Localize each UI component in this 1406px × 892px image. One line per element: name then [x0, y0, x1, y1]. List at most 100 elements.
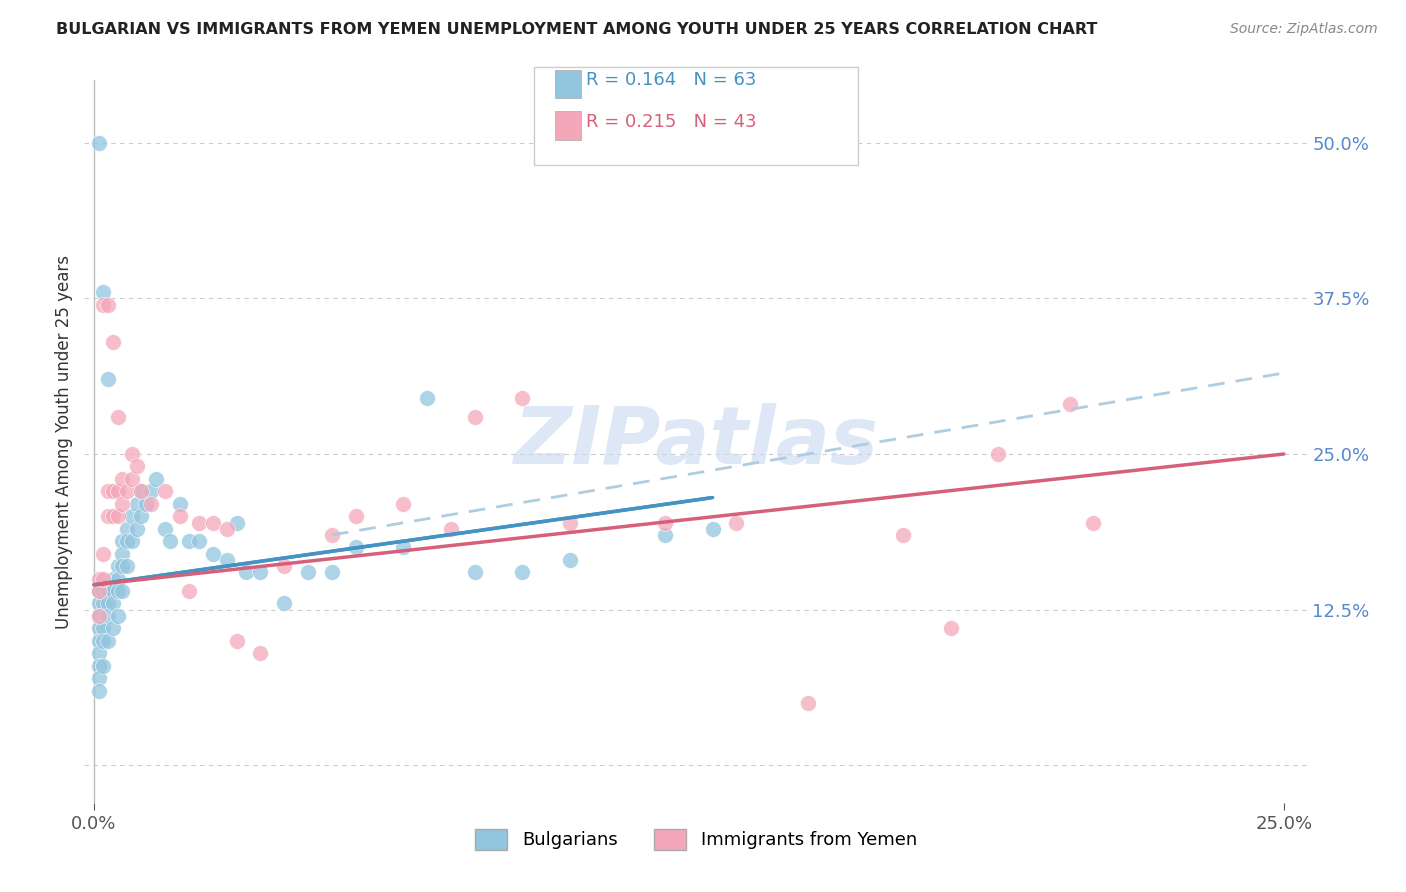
- Point: [111, 472, 134, 486]
- Text: Source: ZipAtlas.com: Source: ZipAtlas.com: [1230, 22, 1378, 37]
- Point: [115, 522, 138, 536]
- Point: [558, 553, 581, 567]
- Point: [97, 372, 120, 386]
- Point: [273, 559, 295, 574]
- Point: [97, 509, 120, 524]
- Point: [249, 646, 271, 660]
- Point: [93, 597, 115, 611]
- Point: [101, 509, 124, 524]
- Point: [97, 597, 120, 611]
- Point: [169, 497, 191, 511]
- Point: [93, 285, 115, 299]
- Point: [725, 516, 748, 530]
- Point: [111, 534, 134, 549]
- Point: [101, 597, 124, 611]
- Point: [891, 528, 914, 542]
- Point: [297, 566, 319, 580]
- Point: [115, 534, 138, 549]
- Point: [87, 584, 110, 599]
- Point: [510, 391, 533, 405]
- Y-axis label: Unemployment Among Youth under 25 years: Unemployment Among Youth under 25 years: [55, 254, 73, 629]
- Point: [169, 509, 191, 524]
- Point: [177, 584, 200, 599]
- Point: [155, 522, 177, 536]
- Point: [115, 484, 138, 499]
- Point: [107, 409, 129, 424]
- Point: [97, 297, 120, 311]
- Point: [93, 297, 115, 311]
- Point: [235, 566, 257, 580]
- Point: [111, 584, 134, 599]
- Point: [131, 509, 153, 524]
- Point: [131, 484, 153, 499]
- Point: [101, 484, 124, 499]
- Text: R = 0.164   N = 63: R = 0.164 N = 63: [586, 71, 756, 89]
- Point: [87, 683, 110, 698]
- Point: [115, 559, 138, 574]
- Point: [139, 484, 162, 499]
- Point: [101, 584, 124, 599]
- Point: [187, 516, 209, 530]
- Point: [464, 566, 486, 580]
- Point: [125, 459, 148, 474]
- Point: [107, 609, 129, 624]
- Point: [321, 566, 343, 580]
- Point: [87, 633, 110, 648]
- Point: [97, 484, 120, 499]
- Point: [702, 522, 724, 536]
- Point: [87, 572, 110, 586]
- Point: [97, 609, 120, 624]
- Point: [344, 541, 367, 555]
- Point: [97, 633, 120, 648]
- Text: ZIPatlas: ZIPatlas: [513, 402, 879, 481]
- Point: [107, 509, 129, 524]
- Point: [558, 516, 581, 530]
- Point: [201, 547, 224, 561]
- Point: [135, 497, 157, 511]
- Point: [93, 572, 115, 586]
- Point: [93, 633, 115, 648]
- Point: [93, 547, 115, 561]
- Point: [145, 472, 167, 486]
- Point: [107, 584, 129, 599]
- Point: [125, 497, 148, 511]
- Point: [654, 528, 676, 542]
- Point: [654, 516, 676, 530]
- Point: [225, 633, 247, 648]
- Point: [111, 497, 134, 511]
- Point: [121, 509, 143, 524]
- Point: [93, 584, 115, 599]
- Point: [187, 534, 209, 549]
- Point: [87, 621, 110, 635]
- Point: [155, 484, 177, 499]
- Point: [107, 484, 129, 499]
- Point: [392, 497, 415, 511]
- Point: [111, 547, 134, 561]
- Point: [107, 559, 129, 574]
- Point: [121, 472, 143, 486]
- Point: [139, 497, 162, 511]
- Point: [87, 584, 110, 599]
- Point: [159, 534, 181, 549]
- Point: [321, 528, 343, 542]
- Point: [87, 671, 110, 685]
- Point: [225, 516, 247, 530]
- Point: [101, 621, 124, 635]
- Point: [987, 447, 1010, 461]
- Point: [249, 566, 271, 580]
- Point: [121, 447, 143, 461]
- Point: [125, 522, 148, 536]
- Point: [87, 609, 110, 624]
- Point: [87, 609, 110, 624]
- Point: [464, 409, 486, 424]
- Point: [101, 334, 124, 349]
- Point: [107, 572, 129, 586]
- Point: [392, 541, 415, 555]
- Text: R = 0.215   N = 43: R = 0.215 N = 43: [586, 113, 756, 131]
- Point: [217, 522, 239, 536]
- Point: [797, 696, 820, 710]
- Point: [121, 534, 143, 549]
- Point: [273, 597, 295, 611]
- Point: [1083, 516, 1105, 530]
- Point: [217, 553, 239, 567]
